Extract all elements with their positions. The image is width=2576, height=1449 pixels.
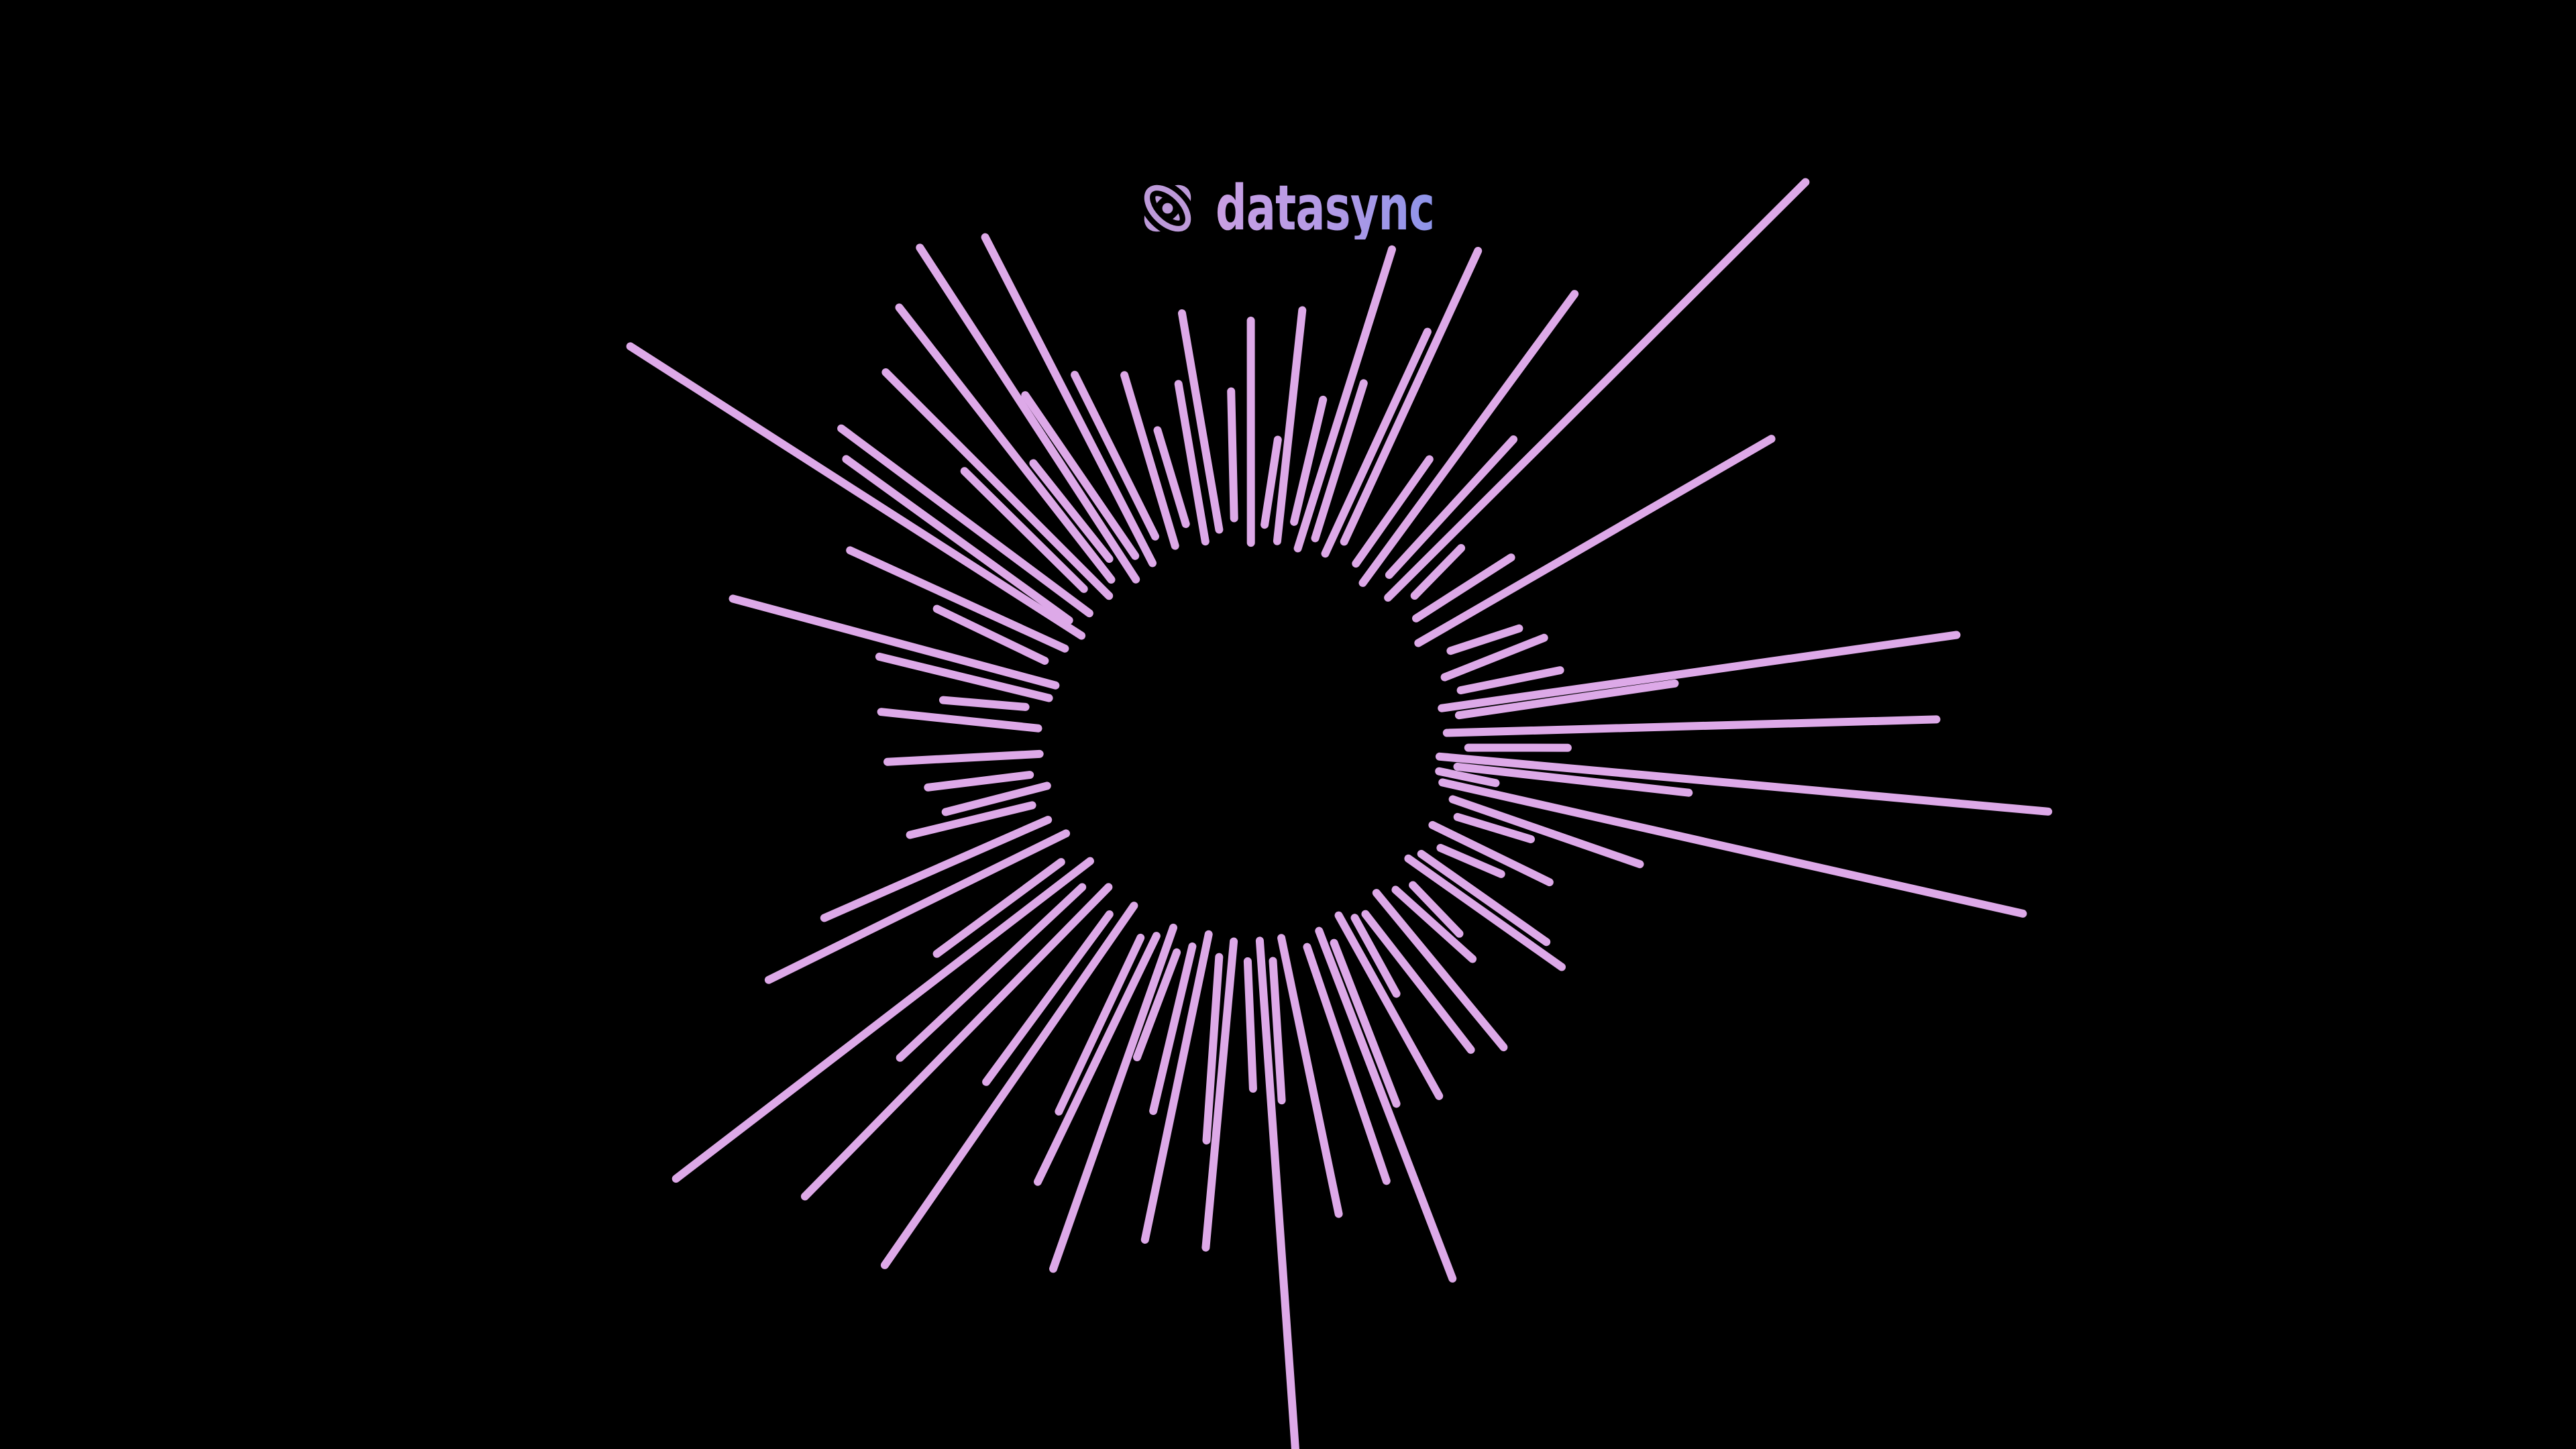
brand-name: datasync: [1216, 171, 1435, 244]
orbit-ellipse-under: [1144, 184, 1191, 231]
burst-ray: [1435, 752, 2053, 816]
burst-ray: [800, 883, 1113, 1201]
burst-ray: [1049, 923, 1177, 1273]
burst-ray: [820, 816, 1053, 922]
burst-ray: [764, 829, 1071, 984]
burst-ray: [1315, 926, 1457, 1283]
burst-ray: [1358, 290, 1579, 587]
burst-ray: [1417, 849, 1551, 947]
burst-ray: [1454, 679, 1679, 720]
brand-logo: datasync: [1136, 176, 1528, 240]
burst-ray: [1352, 455, 1434, 568]
burst-ray: [1372, 889, 1508, 1052]
burst-ray: [1412, 553, 1515, 623]
burst-ray: [1269, 957, 1286, 1105]
burst-ray: [672, 857, 1094, 1183]
burst-ray: [842, 455, 1073, 625]
burst-ray: [881, 368, 1114, 600]
burst-ray: [880, 902, 1138, 1269]
burst-ray: [1255, 936, 1299, 1449]
burst-ray: [1410, 544, 1466, 600]
burst-ray: [1361, 910, 1475, 1054]
burst-ray: [1153, 426, 1190, 529]
burst-ray: [1442, 715, 1941, 737]
burst-ray: [1290, 395, 1328, 526]
burst-ray: [1277, 934, 1343, 1218]
burst-ray: [1448, 795, 1644, 869]
burst-ray: [1435, 767, 1500, 788]
burst-ray: [1385, 435, 1518, 579]
burst-ray: [1456, 666, 1564, 694]
burst-ray: [1243, 957, 1257, 1093]
burst-ray: [1350, 914, 1401, 998]
burst-ray: [1149, 942, 1197, 1116]
burst-ray: [1384, 178, 1810, 602]
burst-ray: [1321, 327, 1432, 558]
burst-ray: [1440, 633, 1548, 682]
burst-ray: [1140, 930, 1213, 1244]
burst-ray: [1178, 309, 1224, 534]
burst-ray: [875, 652, 1053, 702]
burst-ray: [1453, 762, 1693, 797]
burst-ray: [1120, 371, 1179, 550]
burst-ray: [1404, 854, 1566, 971]
burst-ray: [1414, 435, 1776, 647]
burst-ray: [1334, 911, 1444, 1100]
burst-ray: [1021, 391, 1140, 560]
burst-ray: [1436, 844, 1505, 878]
burst-ray: [981, 233, 1157, 568]
burst-ray: [1438, 631, 1961, 712]
burst-ray: [626, 342, 1086, 640]
burst-ray: [729, 594, 1060, 690]
burst-ray: [982, 910, 1114, 1086]
burst-ray: [1293, 245, 1396, 553]
burst-ray: [1438, 778, 2027, 918]
atom-orbits-icon: [1138, 179, 1197, 237]
burst-ray: [895, 303, 1116, 584]
burst-ray: [1446, 624, 1523, 655]
burst-ray: [1409, 881, 1464, 938]
burst-ray: [1202, 953, 1224, 1145]
burst-ray: [877, 708, 1042, 733]
burst-ray: [932, 604, 1049, 665]
orbit-ellipse-over: [1144, 184, 1191, 231]
burst-ray: [941, 782, 1051, 816]
burst-ray: [1340, 247, 1483, 546]
burst-ray: [1391, 885, 1477, 963]
burst-ray: [960, 467, 1088, 593]
burst-ray: [938, 696, 1030, 711]
burst-ray: [906, 801, 1036, 839]
burst-ray: [1260, 435, 1282, 529]
burst-ray: [1330, 938, 1401, 1108]
burst-ray: [916, 244, 1140, 584]
burst-ray: [1133, 948, 1181, 1061]
burst-ray: [1453, 812, 1535, 843]
burst-ray: [1201, 937, 1238, 1252]
burst-ray: [1071, 370, 1159, 541]
burst-ray: [1055, 933, 1145, 1116]
burst-ray: [1311, 379, 1368, 543]
burst-ray: [932, 858, 1065, 958]
burst-ray: [1273, 306, 1307, 545]
burst-ray: [924, 771, 1034, 792]
burst-ray: [1029, 459, 1114, 564]
burst-ray: [1227, 387, 1238, 523]
burst-ray: [1303, 943, 1391, 1185]
burst-ray: [896, 883, 1087, 1062]
burst-ray: [1034, 932, 1161, 1186]
burst-ray: [883, 749, 1044, 766]
burst-ray: [1174, 380, 1210, 546]
burst-ray: [1428, 820, 1554, 887]
burst-ray: [837, 424, 1093, 618]
nucleus-dot: [1162, 203, 1173, 213]
burst-ray: [846, 546, 1069, 653]
